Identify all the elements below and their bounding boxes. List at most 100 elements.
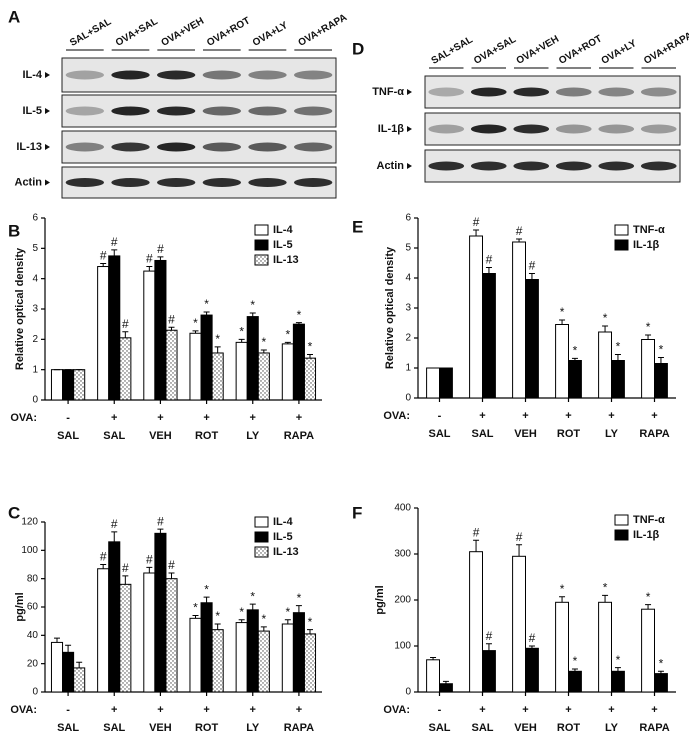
significance-marker: # bbox=[168, 312, 175, 326]
band bbox=[513, 124, 550, 134]
legend-label: IL-13 bbox=[273, 546, 299, 558]
y-tick-label: 4 bbox=[32, 273, 38, 284]
legend-swatch bbox=[614, 529, 629, 541]
ova-label: + bbox=[479, 704, 485, 716]
error-bar bbox=[614, 667, 621, 672]
error-bar bbox=[192, 615, 199, 619]
lane-label: OVA+LY bbox=[600, 38, 639, 67]
row-label: IL-5 bbox=[22, 105, 42, 117]
significance-marker: * bbox=[286, 328, 291, 342]
error-bar bbox=[528, 273, 535, 280]
x-row-label: OVA: bbox=[383, 704, 410, 716]
error-bar bbox=[571, 357, 578, 361]
error-bar bbox=[657, 670, 664, 674]
blot-strip bbox=[424, 112, 681, 146]
legend-label: IL-4 bbox=[273, 516, 293, 528]
bar bbox=[50, 369, 64, 401]
y-axis-label: Relative optical density bbox=[14, 247, 26, 370]
row-arrow bbox=[45, 108, 50, 114]
y-tick-label: 2 bbox=[405, 333, 411, 344]
lane-label: OVA+LY bbox=[251, 20, 290, 49]
band bbox=[293, 106, 333, 116]
bar bbox=[235, 622, 248, 693]
x-tick-label: SAL bbox=[103, 430, 125, 442]
significance-marker: * bbox=[215, 609, 220, 623]
bar bbox=[189, 332, 202, 401]
band bbox=[293, 178, 333, 187]
row-label: IL-4 bbox=[22, 69, 42, 81]
error-bar bbox=[100, 564, 107, 569]
bar bbox=[246, 316, 259, 401]
ova-label: + bbox=[157, 704, 163, 716]
bar bbox=[200, 314, 213, 401]
y-tick-label: 0 bbox=[405, 687, 411, 698]
legend-swatch bbox=[254, 239, 269, 251]
bar bbox=[119, 337, 132, 401]
row-arrow bbox=[407, 89, 412, 95]
bar bbox=[292, 612, 305, 693]
lane-label: OVA+VEH bbox=[515, 34, 562, 67]
band bbox=[248, 178, 287, 187]
band bbox=[555, 124, 592, 134]
bar bbox=[281, 343, 294, 401]
band bbox=[202, 178, 242, 187]
band bbox=[65, 70, 105, 80]
y-tick-label: 6 bbox=[405, 213, 411, 224]
bar bbox=[512, 241, 526, 399]
bar bbox=[108, 541, 121, 693]
ova-label: + bbox=[203, 704, 209, 716]
legend-label: IL-13 bbox=[273, 254, 299, 266]
error-bar bbox=[473, 539, 480, 552]
bar bbox=[482, 650, 496, 693]
legend-label: IL-4 bbox=[273, 224, 293, 236]
band bbox=[293, 142, 333, 152]
band bbox=[248, 142, 287, 152]
significance-marker: * bbox=[573, 344, 578, 358]
significance-marker: # bbox=[100, 550, 107, 564]
error-bar bbox=[295, 605, 302, 613]
band bbox=[156, 106, 196, 116]
error-bar bbox=[284, 619, 291, 624]
error-bar bbox=[168, 326, 175, 331]
lane-label: OVA+ROT bbox=[557, 33, 604, 66]
x-tick-label: ROT bbox=[557, 722, 581, 734]
bar bbox=[525, 279, 539, 399]
significance-marker: * bbox=[603, 581, 608, 595]
bar bbox=[281, 623, 294, 693]
legend-label: TNF-α bbox=[633, 224, 665, 236]
error-bar bbox=[249, 312, 256, 317]
bar bbox=[143, 572, 156, 693]
x-tick-label: VEH bbox=[149, 430, 172, 442]
error-bar bbox=[76, 661, 83, 668]
y-tick-label: 0 bbox=[32, 687, 38, 698]
ova-label: + bbox=[651, 410, 657, 422]
band bbox=[513, 87, 550, 97]
significance-marker: # bbox=[157, 514, 164, 528]
panel-letter: D bbox=[352, 39, 364, 58]
y-tick-label: 200 bbox=[394, 595, 411, 606]
panel-letter: E bbox=[352, 217, 363, 236]
significance-marker: * bbox=[573, 654, 578, 668]
significance-marker: # bbox=[100, 249, 107, 263]
bar bbox=[154, 532, 167, 693]
error-bar bbox=[559, 319, 566, 325]
legend-label: IL-5 bbox=[273, 531, 293, 543]
bar bbox=[292, 323, 305, 401]
bar bbox=[165, 329, 178, 401]
bar bbox=[50, 641, 64, 693]
y-axis-label: pg/ml bbox=[14, 592, 26, 621]
ova-label: + bbox=[157, 412, 163, 424]
ova-label: + bbox=[250, 412, 256, 424]
significance-marker: # bbox=[157, 242, 164, 256]
blot-strip bbox=[424, 75, 681, 109]
y-tick-label: 1 bbox=[405, 363, 411, 374]
significance-marker: # bbox=[122, 317, 129, 331]
panel-letter: B bbox=[8, 221, 20, 240]
ova-label: + bbox=[565, 410, 571, 422]
error-bar bbox=[54, 637, 61, 643]
legend-swatch bbox=[254, 224, 269, 236]
significance-marker: # bbox=[473, 215, 480, 229]
ova-label: - bbox=[438, 410, 442, 422]
ova-label: + bbox=[522, 704, 528, 716]
y-tick-label: 1 bbox=[32, 364, 38, 375]
